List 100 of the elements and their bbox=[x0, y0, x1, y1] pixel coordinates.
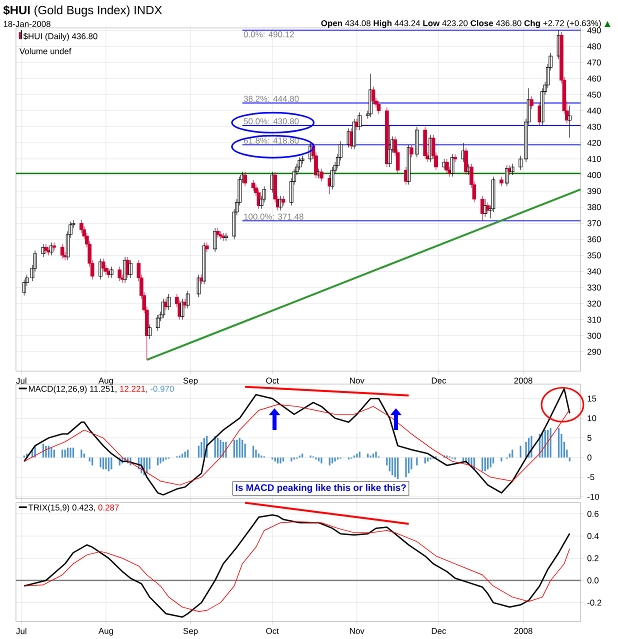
series-label: 38.2%: 444.80 bbox=[244, 96, 298, 102]
candlestick bbox=[196, 274, 200, 298]
candlestick bbox=[422, 126, 427, 160]
candlestick bbox=[202, 242, 206, 285]
candlestick bbox=[452, 154, 457, 162]
y-tick-label: 5 bbox=[587, 434, 592, 441]
text: 12.221, bbox=[120, 386, 147, 393]
y-tick-label: 320 bbox=[587, 300, 601, 307]
y-tick-label: 330 bbox=[587, 284, 601, 291]
y-tick-label: 290 bbox=[587, 348, 601, 355]
candlestick bbox=[60, 244, 64, 259]
candlestick bbox=[242, 172, 247, 187]
x-tick-label: Nov bbox=[350, 378, 364, 384]
candlestick bbox=[218, 230, 222, 240]
y-tick-label: 15 bbox=[587, 396, 596, 402]
x-tick-label: Jul bbox=[16, 378, 26, 384]
y-tick-label: 340 bbox=[587, 268, 601, 274]
candlestick bbox=[147, 324, 152, 340]
candlestick bbox=[368, 73, 372, 118]
candlestick bbox=[204, 242, 209, 252]
text: Open 434.08 High 443.24 Low 423.20 Close 436.80 Chg +2.72 (+0.63%) bbox=[320, 20, 601, 28]
series-label: 50.0%: 430.80 bbox=[244, 118, 298, 124]
x-tick-label: Aug bbox=[98, 628, 113, 636]
candlestick bbox=[186, 290, 190, 309]
candlestick bbox=[444, 158, 449, 174]
candlestick bbox=[499, 176, 504, 187]
candlestick bbox=[199, 274, 204, 285]
x-tick-label: Nov bbox=[350, 628, 364, 634]
y-tick-label: 350 bbox=[587, 252, 601, 258]
y-tick-label: 490 bbox=[587, 27, 601, 34]
y-tick-label: 430 bbox=[587, 124, 601, 130]
y-tick-label: 360 bbox=[587, 236, 601, 242]
candlestick bbox=[281, 196, 285, 206]
y-tick-label: 420 bbox=[587, 140, 601, 146]
y-tick-label: 10 bbox=[587, 415, 596, 422]
candlestick bbox=[278, 196, 282, 211]
y-tick-label: 400 bbox=[587, 172, 601, 178]
legend-label: TRIX(15,9) 0.423, bbox=[28, 504, 95, 512]
y-tick-label: 390 bbox=[587, 188, 601, 194]
candlestick bbox=[128, 260, 132, 278]
candlestick bbox=[52, 242, 56, 251]
x-tick-label: Aug bbox=[98, 378, 113, 386]
y-tick-label: 380 bbox=[587, 204, 601, 210]
y-tick-label: 460 bbox=[587, 76, 601, 82]
candlestick bbox=[486, 202, 490, 214]
candlestick bbox=[109, 266, 114, 278]
y-tick-label: 410 bbox=[587, 156, 601, 162]
candlestick bbox=[98, 258, 102, 280]
candlestick bbox=[106, 268, 110, 278]
y-tick-label: 0.4 bbox=[587, 533, 598, 540]
candlestick bbox=[44, 244, 48, 254]
x-tick-label: Dec bbox=[432, 628, 446, 634]
y-tick-label: -0.2 bbox=[587, 600, 602, 606]
y-tick-label: 450 bbox=[587, 92, 601, 98]
legend-label: $HUI (Daily) 436.80 bbox=[23, 32, 98, 41]
candlestick bbox=[49, 242, 54, 256]
x-tick-label: Sep bbox=[183, 628, 198, 636]
candlestick bbox=[414, 126, 419, 158]
candlestick bbox=[166, 294, 170, 310]
candlestick bbox=[376, 100, 380, 114]
text: 0.287 bbox=[98, 504, 119, 511]
candlestick bbox=[216, 228, 220, 238]
text: -0.970 bbox=[150, 386, 174, 392]
candlestick bbox=[46, 247, 50, 256]
candlestick bbox=[180, 298, 184, 320]
candlestick bbox=[212, 228, 217, 252]
x-tick-label: Oct bbox=[266, 378, 279, 384]
y-tick-label: 0.6 bbox=[587, 510, 598, 517]
y-tick-label: 480 bbox=[587, 43, 601, 50]
candlestick bbox=[387, 124, 392, 168]
y-tick-label: 470 bbox=[587, 60, 601, 66]
series-label: 0.0%: 490.12 bbox=[244, 31, 294, 38]
candlestick bbox=[319, 168, 324, 182]
y-tick-label: 300 bbox=[587, 332, 601, 339]
x-tick-label: Dec bbox=[432, 378, 446, 384]
y-tick-label: 310 bbox=[587, 316, 601, 323]
candlestick bbox=[182, 298, 187, 309]
candlestick bbox=[357, 112, 362, 130]
candlestick bbox=[464, 147, 468, 176]
candlestick bbox=[529, 96, 534, 110]
x-tick-label: Jul bbox=[16, 628, 26, 634]
candlestick bbox=[504, 165, 509, 187]
candlestick bbox=[224, 232, 228, 242]
chart-subtitle: 18-Jan-2008 bbox=[4, 20, 50, 27]
chart-title: $HUI (Gold Bugs Index) INDX bbox=[3, 5, 162, 17]
series-label: 100.0%: 371.48 bbox=[244, 214, 304, 220]
candlestick bbox=[409, 144, 414, 158]
y-tick-label: 440 bbox=[587, 108, 601, 114]
candlestick bbox=[352, 118, 356, 150]
annotation: Is MACD peaking like this or like this? bbox=[236, 484, 406, 493]
candlestick bbox=[450, 154, 454, 177]
x-tick-label: 2008 bbox=[514, 628, 532, 634]
candlestick bbox=[117, 266, 122, 282]
y-tick-label: -10 bbox=[587, 494, 599, 500]
x-tick-label: Sep bbox=[183, 378, 198, 386]
y-tick-label: 370 bbox=[587, 220, 601, 226]
y-tick-label: 0 bbox=[587, 454, 592, 461]
legend-label: MACD(12,26,9) 11.251, bbox=[28, 386, 116, 394]
annotation: Volume undef bbox=[19, 48, 72, 54]
y-tick-label: 0.0 bbox=[587, 577, 598, 584]
